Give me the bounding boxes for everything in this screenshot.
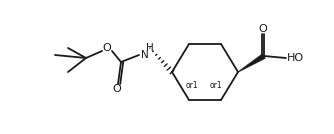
Polygon shape <box>238 54 266 72</box>
Text: N: N <box>141 50 149 60</box>
Text: O: O <box>113 84 121 94</box>
Text: O: O <box>259 24 268 34</box>
Text: HO: HO <box>287 53 304 63</box>
Text: H: H <box>146 43 154 53</box>
Text: or1: or1 <box>210 81 223 90</box>
Text: or1: or1 <box>186 81 199 90</box>
Text: O: O <box>103 43 111 53</box>
